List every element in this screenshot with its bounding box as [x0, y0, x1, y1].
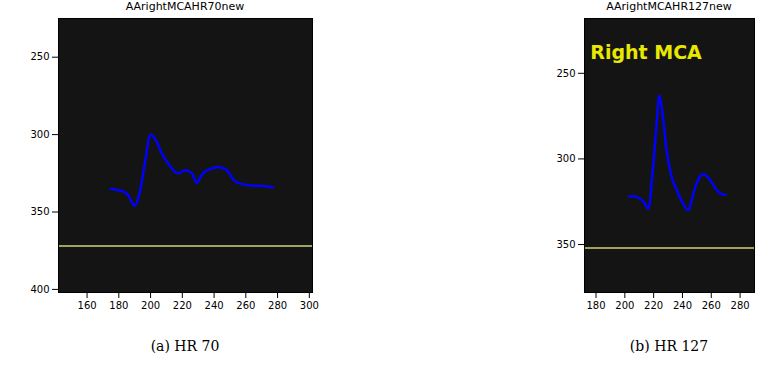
html-text:AArightMCAHR70new: AArightMCAHR70new	[125, 0, 245, 13]
svg-text:Right MCA: Right MCA	[590, 41, 702, 63]
svg-text:200: 200	[141, 300, 160, 311]
svg-text:280: 280	[731, 300, 750, 311]
svg-text:300: 300	[300, 300, 319, 311]
svg-text:160: 160	[78, 300, 97, 311]
svg-text:240: 240	[205, 300, 224, 311]
svg-text:180: 180	[586, 300, 605, 311]
svg-text:280: 280	[268, 300, 287, 311]
html-text:(b) HR 127: (b) HR 127	[629, 338, 709, 354]
svg-text:180: 180	[109, 300, 128, 311]
html-text:AArightMCAHR127new: AArightMCAHR127new	[606, 0, 732, 13]
svg-text:400: 400	[30, 284, 49, 295]
svg-text:260: 260	[702, 300, 721, 311]
svg-text:220: 220	[173, 300, 192, 311]
svg-text:240: 240	[673, 300, 692, 311]
svg-text:250: 250	[556, 68, 575, 79]
svg-text:260: 260	[236, 300, 255, 311]
svg-text:300: 300	[30, 129, 49, 140]
svg-text:300: 300	[556, 153, 575, 164]
svg-text:250: 250	[30, 51, 49, 62]
svg-text:220: 220	[644, 300, 663, 311]
svg-text:200: 200	[615, 300, 634, 311]
svg-text:350: 350	[556, 239, 575, 250]
svg-text:350: 350	[30, 206, 49, 217]
html-text:(a) HR 70: (a) HR 70	[150, 338, 220, 354]
